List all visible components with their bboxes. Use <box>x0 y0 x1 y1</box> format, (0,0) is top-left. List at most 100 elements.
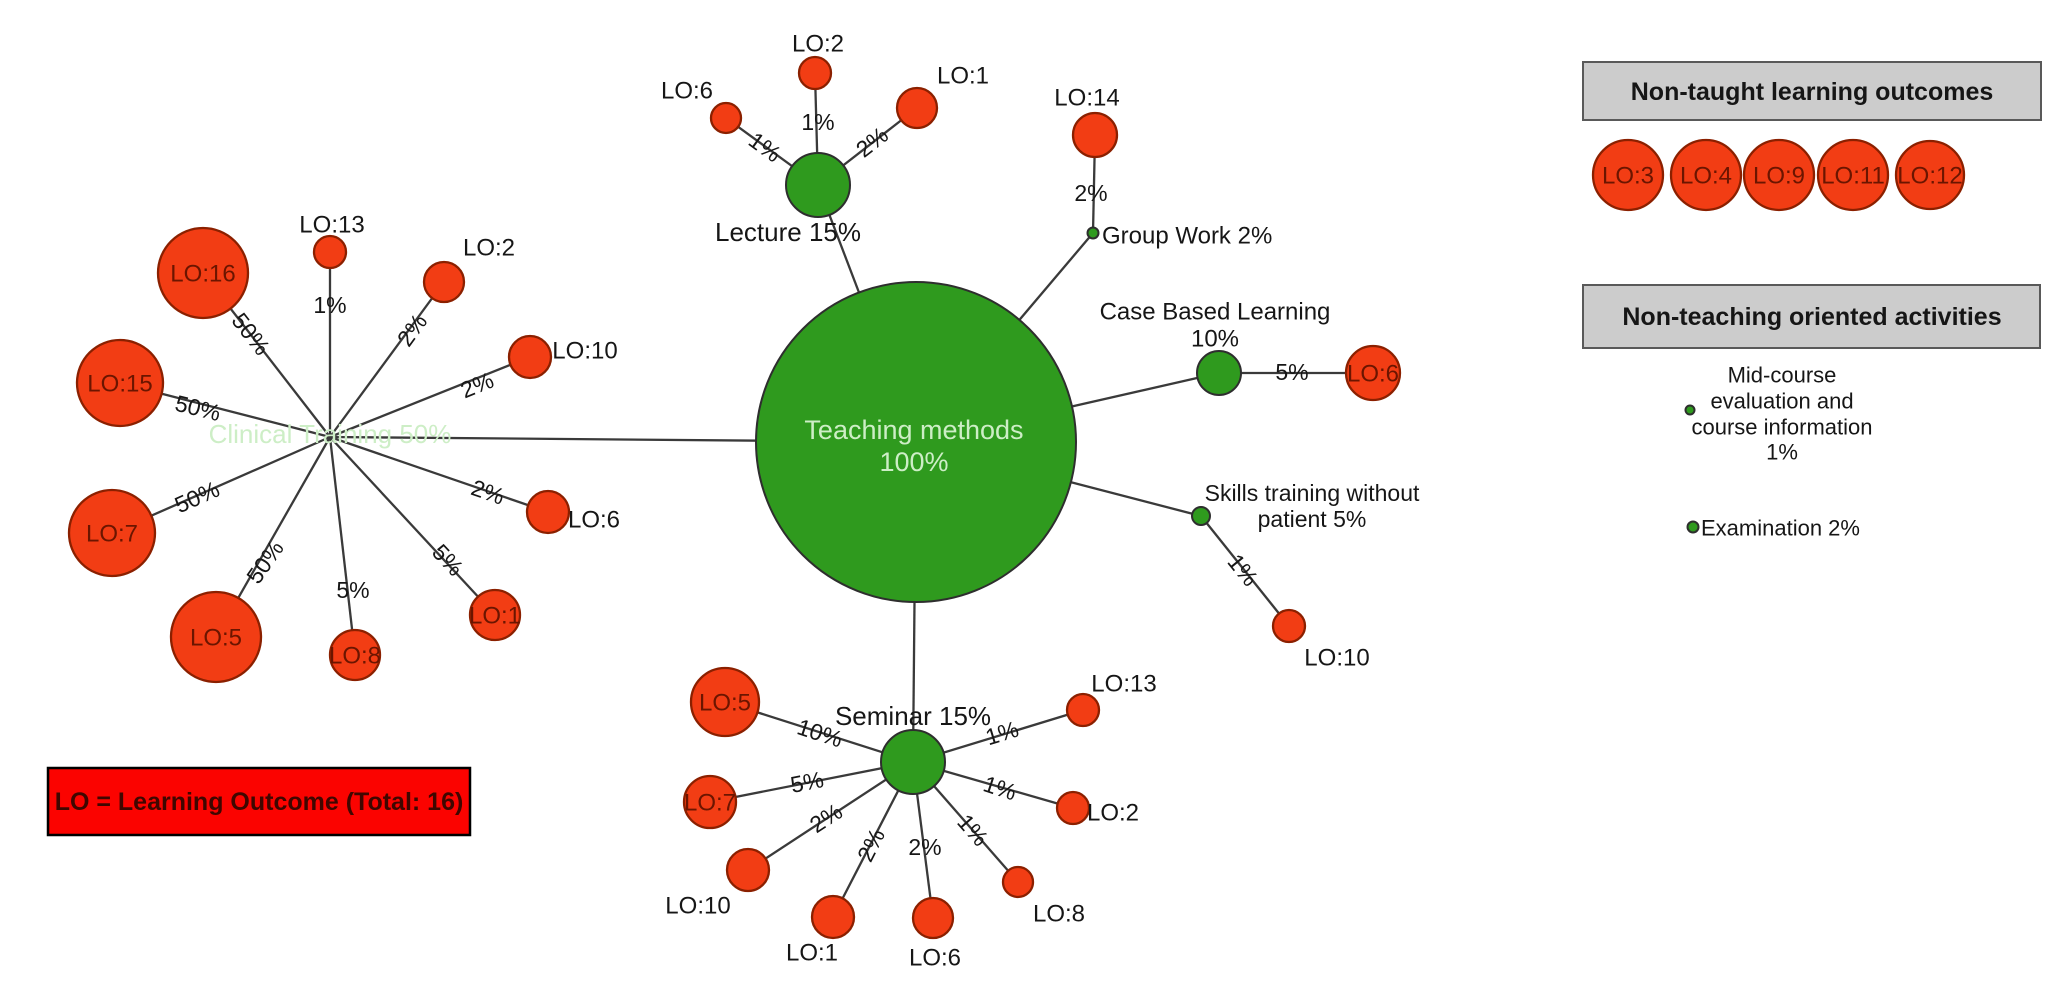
edge-seminar-lo7 <box>709 760 914 804</box>
node-clinical-lo10 <box>507 334 553 380</box>
seminar-lo13-label: LO:13 <box>1091 671 1156 698</box>
note: LO = Learning Outcome (Total: 16) <box>46 766 472 837</box>
legend-non-teaching-box <box>1582 284 2041 349</box>
note-text: LO = Learning Outcome (Total: 16) <box>55 788 464 816</box>
node-seminar-lo1 <box>810 894 856 940</box>
lecture-lo1-label: LO:1 <box>937 63 989 90</box>
legend-lo3-label: LO:3 <box>1602 163 1654 190</box>
node-lecture-lo1 <box>895 86 939 130</box>
node-seminar-lo10 <box>725 847 771 893</box>
legend-lo4-label: LO:4 <box>1680 163 1732 190</box>
nodes <box>67 55 1402 940</box>
midcourse-line4: 1% <box>1766 440 1798 465</box>
skills-lo10-label: LO:10 <box>1304 645 1369 672</box>
legend-non-teaching: Non-teaching oriented activities Mid-cou… <box>1582 284 2041 541</box>
node-seminar-lo8 <box>1001 865 1035 899</box>
node-lecture-lo6 <box>709 101 743 135</box>
clinical-lo15-pct: 50% <box>173 390 224 426</box>
clinical-lo6-pct: 2% <box>468 474 508 509</box>
midcourse-line2: evaluation and <box>1710 389 1853 414</box>
clinical-lo16-pct: 50% <box>227 308 276 360</box>
midcourse-line1: Mid-course <box>1728 363 1837 388</box>
node-groupwork-lo14 <box>1071 111 1119 159</box>
clinical-lo1-label: LO:1 <box>469 603 521 630</box>
node-skills-lo10 <box>1271 608 1307 644</box>
clinical-training-label: Clinical Training 50% <box>209 419 452 449</box>
node-seminar-lo2 <box>1055 790 1091 826</box>
seminar-lo2-label: LO:2 <box>1087 800 1139 827</box>
node-casebased-lo6 <box>1344 344 1402 402</box>
node-clinical-lo13 <box>312 234 348 270</box>
legend-node-lo3 <box>1591 138 1665 212</box>
node-seminar-lo5 <box>689 666 761 738</box>
seminar-lo7-pct: 5% <box>788 766 826 798</box>
case-based-label-line2: 10% <box>1191 326 1239 353</box>
lecture-lo2-pct: 1% <box>801 109 834 135</box>
seminar-lo1-label: LO:1 <box>786 940 838 967</box>
legend-node-lo4 <box>1669 138 1743 212</box>
seminar-lo5-label: LO:5 <box>699 690 751 717</box>
seminar-lo10-label: LO:10 <box>665 893 730 920</box>
seminar-lo1-pct: 2% <box>852 824 890 865</box>
clinical-lo10-label: LO:10 <box>552 338 617 365</box>
edge-clinical-lo6 <box>329 435 549 514</box>
node-clinical-lo8 <box>328 628 382 682</box>
node-seminar-lo7 <box>682 774 738 830</box>
node-skills-training <box>1191 506 1211 526</box>
edge-clinical-lo8 <box>328 436 357 656</box>
lecture-lo1-pct: 2% <box>851 122 893 163</box>
clinical-lo13-pct: 1% <box>313 292 346 318</box>
midcourse-dot <box>1684 404 1696 416</box>
edge-clinical-lo1 <box>329 436 496 616</box>
groupwork-lo14-pct: 2% <box>1074 180 1107 206</box>
node-clinical-lo7 <box>67 488 157 578</box>
clinical-lo5-label: LO:5 <box>190 625 242 652</box>
seminar-lo10-pct: 2% <box>805 798 847 838</box>
note-box <box>46 766 472 837</box>
node-clinical-lo1 <box>468 588 522 642</box>
case-based-label-line1: Case Based Learning <box>1100 299 1331 326</box>
groupwork-lo14-label: LO:14 <box>1054 85 1119 112</box>
seminar-lo6-pct: 2% <box>908 834 941 860</box>
midcourse-line3: course information <box>1692 415 1873 440</box>
examination-dot <box>1686 520 1700 534</box>
lecture-label: Lecture 15% <box>715 217 861 247</box>
legend-non-taught: Non-taught learning outcomes LO:3 LO:4 L… <box>1582 61 2042 212</box>
seminar-lo6-label: LO:6 <box>909 945 961 972</box>
clinical-lo6-label: LO:6 <box>568 507 620 534</box>
node-seminar-lo6 <box>911 896 955 940</box>
lecture-lo2-label: LO:2 <box>792 31 844 58</box>
legend-lo9-label: LO:9 <box>1753 163 1805 190</box>
legend-node-lo12 <box>1894 139 1966 211</box>
node-teaching-methods <box>755 281 1077 603</box>
legend-lo12-label: LO:12 <box>1897 163 1962 190</box>
clinical-lo15-label: LO:15 <box>87 371 152 398</box>
lecture-lo6-label: LO:6 <box>661 78 713 105</box>
casebased-lo6-pct: 5% <box>1275 359 1308 385</box>
skills-label-line2: patient 5% <box>1258 506 1367 532</box>
clinical-lo16-label: LO:16 <box>170 261 235 288</box>
edge-clinical-lo2 <box>329 281 445 438</box>
node-seminar-lo13 <box>1065 692 1101 728</box>
casebased-lo6-label: LO:6 <box>1347 361 1399 388</box>
labels: Teaching methods 100% Lecture 15% LO:6 1… <box>86 31 1420 972</box>
seminar-lo7-label: LO:7 <box>684 790 736 817</box>
node-lecture <box>785 152 851 218</box>
edge-clinical-lo10 <box>329 355 531 439</box>
skills-label-line1: Skills training without <box>1205 480 1420 506</box>
node-group-work <box>1086 226 1100 240</box>
legend-lo11-label: LO:11 <box>1821 163 1885 190</box>
legend-non-teaching-title: Non-teaching oriented activities <box>1622 303 2001 331</box>
examination-label: Examination 2% <box>1701 516 1860 541</box>
node-seminar <box>880 729 946 795</box>
legend-non-taught-box <box>1582 61 2042 121</box>
legend-node-lo11 <box>1816 138 1890 212</box>
node-clinical-lo2 <box>422 260 466 304</box>
seminar-lo2-pct: 1% <box>980 770 1020 805</box>
teaching-methods-label: Teaching methods <box>804 415 1023 445</box>
node-clinical-lo6 <box>525 489 571 535</box>
clinical-lo13-label: LO:13 <box>299 212 364 239</box>
clinical-lo7-label: LO:7 <box>86 521 138 548</box>
legend-non-taught-title: Non-taught learning outcomes <box>1631 78 1994 106</box>
